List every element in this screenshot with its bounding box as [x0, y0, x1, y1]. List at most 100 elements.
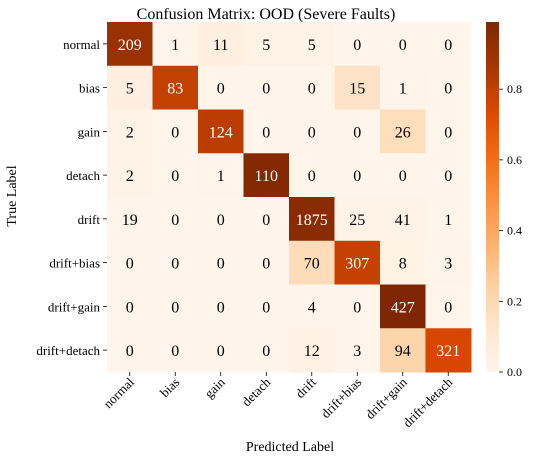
heatmap-cell: [243, 65, 290, 110]
y-tick-label: detach: [66, 168, 100, 183]
heatmap-cell: [289, 197, 335, 242]
cell-value-label: 0: [262, 256, 270, 273]
cell-value-label: 0: [262, 124, 270, 141]
heatmap-cell: [152, 197, 199, 242]
heatmap-cell: [198, 65, 244, 110]
cell-value-label: 0: [399, 37, 407, 54]
heatmap-cell: [334, 65, 381, 110]
cell-value-label: 0: [126, 299, 134, 316]
heatmap-cell: [107, 197, 153, 242]
heatmap-cell: [243, 240, 290, 285]
heatmap-cell: [107, 284, 153, 329]
cell-value-label: 0: [262, 81, 270, 98]
cell-value-label: 0: [217, 256, 225, 273]
cell-value-label: 3: [353, 343, 361, 360]
cell-value-label: 0: [217, 81, 225, 98]
heatmap-cell: [243, 153, 290, 198]
cell-value-label: 70: [304, 256, 320, 273]
cell-value-label: 5: [308, 37, 316, 54]
cell-value-label: 8: [399, 256, 407, 273]
heatmap-cell: [425, 284, 472, 329]
x-tick-label: bias: [157, 375, 182, 400]
cell-value-label: 25: [349, 212, 365, 229]
heatmap-cell: [198, 22, 244, 67]
heatmap-cell: [289, 65, 335, 110]
heatmap-cell: [289, 240, 335, 285]
cell-value-label: 0: [171, 256, 179, 273]
heatmap-cell: [334, 197, 381, 242]
heatmap-cell: [380, 65, 426, 110]
heatmap-cell: [380, 197, 426, 242]
y-tick-label: drift: [78, 212, 101, 227]
y-axis-label: True Label: [5, 165, 20, 226]
y-tick-label: drift+detach: [36, 343, 100, 358]
cell-value-label: 0: [444, 81, 452, 98]
cell-value-label: 26: [395, 124, 411, 141]
heatmap-cell: [152, 284, 199, 329]
cell-value-label: 15: [349, 81, 365, 98]
heatmap-cell: [334, 153, 381, 198]
heatmap-cell: [198, 197, 244, 242]
cell-value-label: 0: [444, 299, 452, 316]
y-tick-label: gain: [78, 124, 101, 139]
colorbar-tick-label: 0.6: [507, 153, 522, 167]
cell-value-label: 11: [213, 37, 228, 54]
heatmap-cell: [425, 240, 472, 285]
y-tick-label: normal: [63, 37, 100, 52]
heatmap-cell: [380, 22, 426, 67]
heatmap-cell: [107, 22, 153, 67]
cell-value-label: 0: [308, 168, 316, 185]
cell-value-label: 0: [353, 168, 361, 185]
cell-value-label: 0: [444, 37, 452, 54]
cell-value-label: 1: [444, 212, 452, 229]
heatmap-cell: [289, 284, 335, 329]
cell-value-label: 0: [353, 299, 361, 316]
heatmap-cell: [243, 22, 290, 67]
heatmap-cells: [107, 22, 472, 373]
heatmap-cell: [334, 22, 381, 67]
cell-value-label: 0: [217, 343, 225, 360]
x-tick-label: gain: [201, 374, 228, 401]
heatmap-cell: [334, 109, 381, 154]
cell-value-label: 2: [126, 168, 134, 185]
y-axis-ticks: normal bias gain detach drift drift+bias drift…: [36, 37, 107, 358]
cell-value-label: 1875: [296, 212, 328, 229]
chart-title: Confusion Matrix: OOD (Severe Faults): [137, 6, 396, 23]
heatmap-cell: [380, 328, 426, 373]
cell-value-label: 83: [167, 81, 183, 98]
cell-value-label: 0: [171, 168, 179, 185]
heatmap-cell: [107, 240, 153, 285]
heatmap-cell: [107, 328, 153, 373]
heatmap-cell: [152, 109, 199, 154]
x-tick-label: detach: [239, 374, 274, 409]
cell-value-label: 427: [391, 299, 415, 316]
cell-value-label: 0: [444, 124, 452, 141]
heatmap-cell: [425, 22, 472, 67]
cell-value-label: 5: [262, 37, 270, 54]
heatmap-cell: [334, 240, 381, 285]
heatmap-cell: [152, 22, 199, 67]
cell-value-label: 1: [217, 168, 225, 185]
heatmap-cell: [334, 284, 381, 329]
cell-value-label: 1: [399, 81, 407, 98]
cell-value-label: 0: [217, 299, 225, 316]
heatmap-cell: [425, 65, 472, 110]
heatmap-cell: [243, 328, 290, 373]
heatmap-cell: [243, 197, 290, 242]
heatmap-cell: [107, 153, 153, 198]
cell-value-label: 0: [171, 299, 179, 316]
cell-value-label: 0: [353, 37, 361, 54]
cell-value-label: 307: [345, 256, 369, 273]
cell-value-label: 0: [217, 212, 225, 229]
x-tick-label: drift+bias: [318, 375, 364, 421]
cell-value-label: 0: [171, 343, 179, 360]
heatmap-cell: [380, 109, 426, 154]
cell-value-label: 0: [308, 124, 316, 141]
x-axis-ticks: normal bias gain detach drift drift+biasdrift…: [100, 372, 456, 430]
cell-value-label: 12: [304, 343, 320, 360]
heatmap-cell-labels: 209 1 11 5 5 0 0 05 83 0 0 0 15 1 02 0 124 0 0 0 26 02 0 1 110 0 0…: [118, 37, 461, 360]
colorbar: [486, 22, 499, 372]
heatmap-cell: [289, 328, 335, 373]
heatmap-cell: [425, 328, 472, 373]
